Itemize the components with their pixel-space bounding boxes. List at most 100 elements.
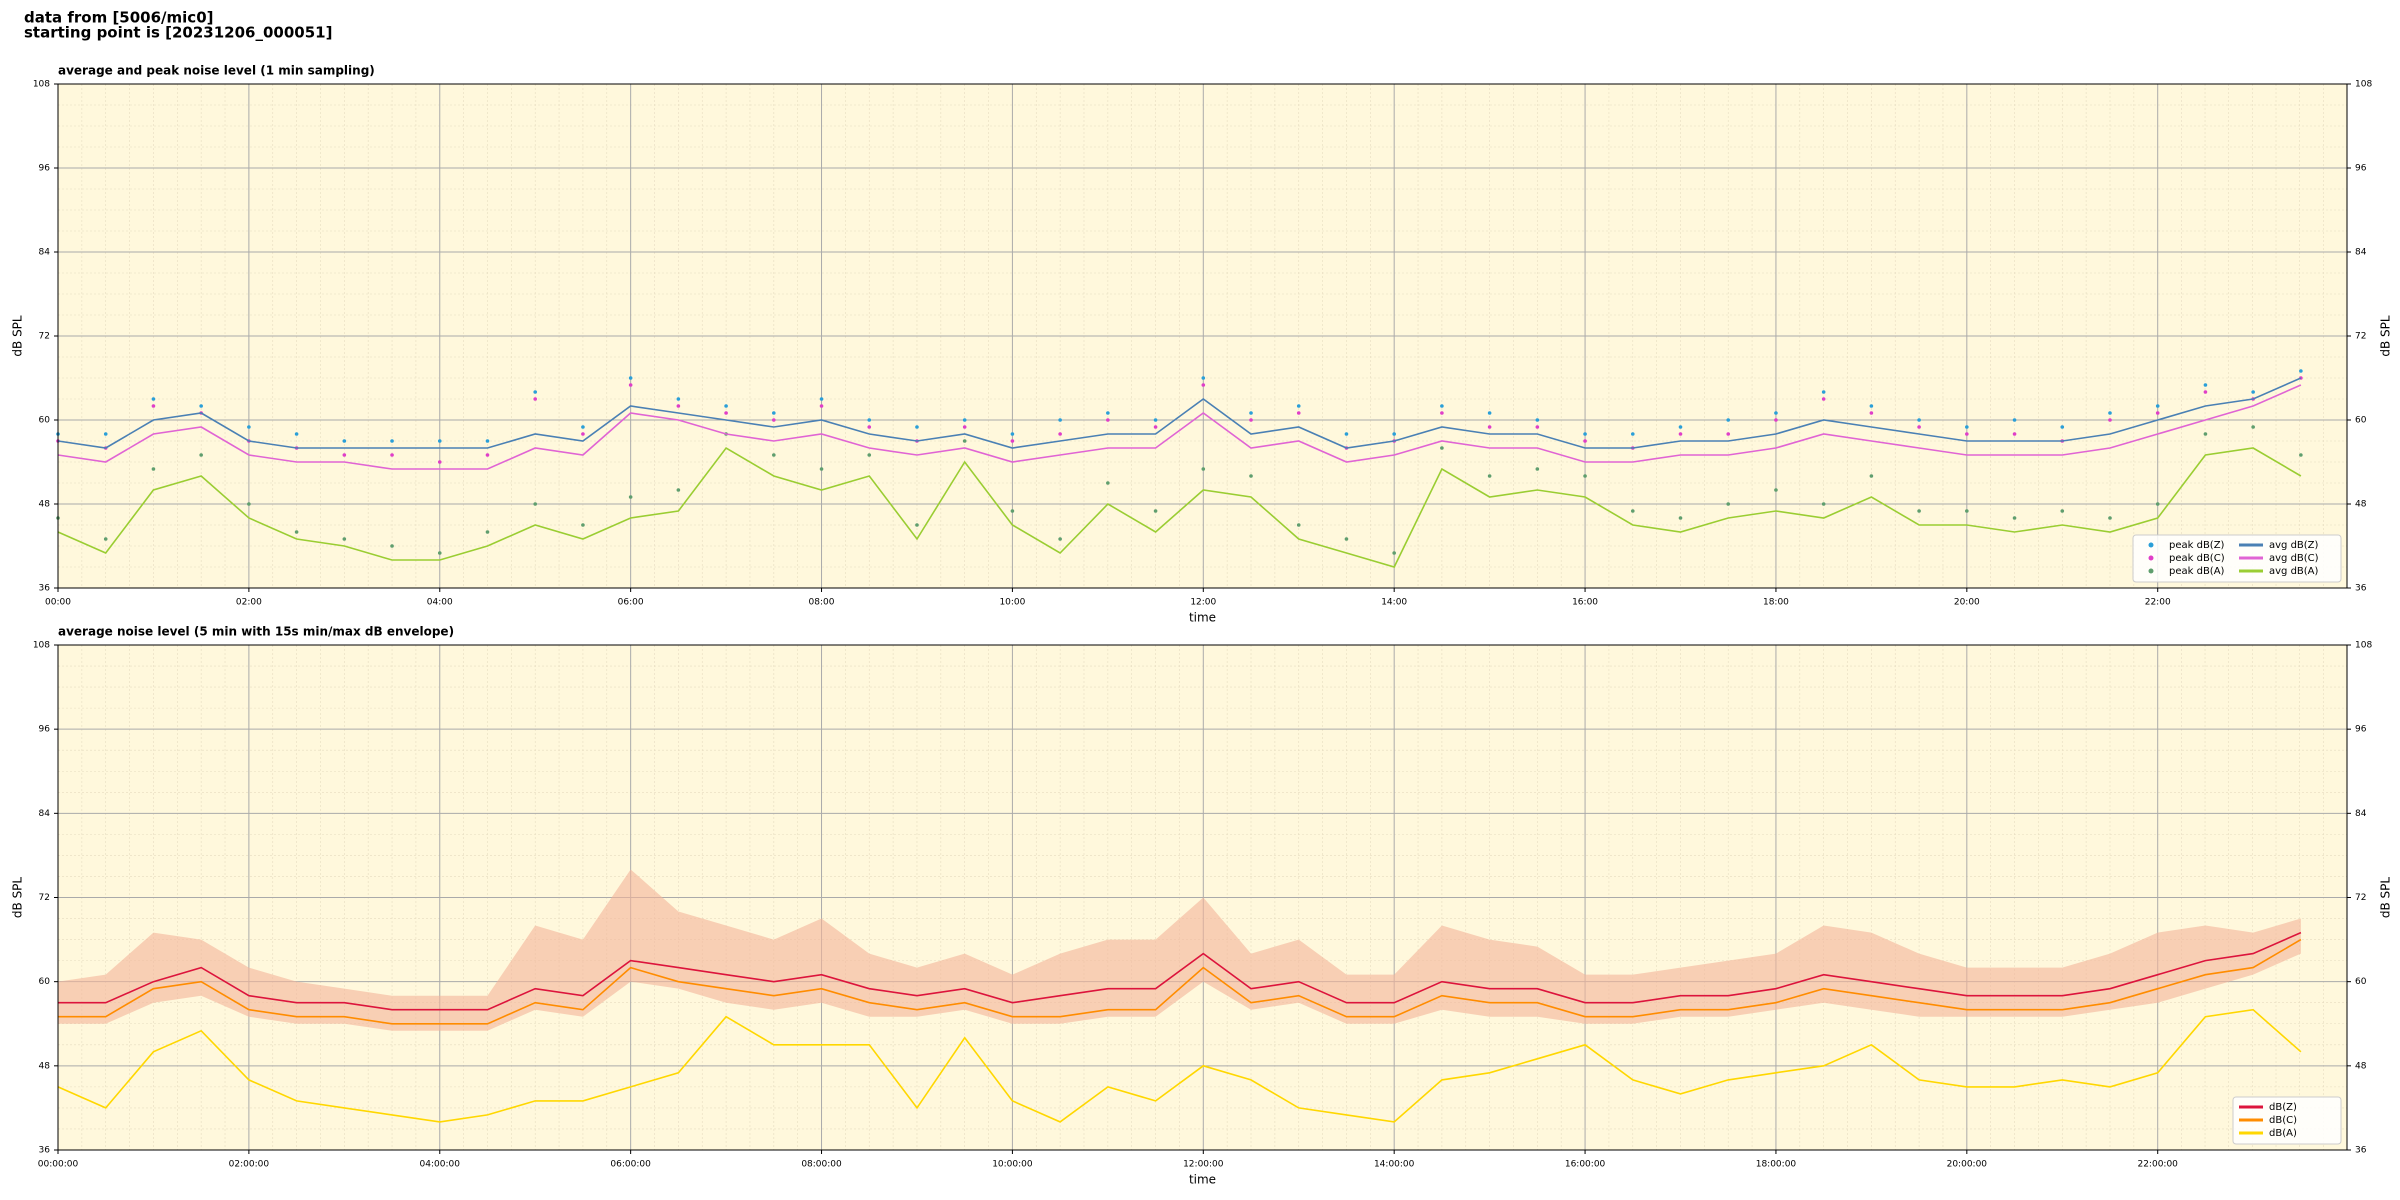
x-tick-label: 00:00:00 <box>38 1160 79 1170</box>
peak-point <box>1201 376 1206 380</box>
x-tick-label: 14:00:00 <box>1374 1160 1415 1170</box>
peak-point <box>1249 474 1253 478</box>
peak-point <box>2155 502 2160 506</box>
peak-point <box>247 502 251 506</box>
peak-point <box>533 397 538 401</box>
header-line: data from [5006/mic0] <box>24 9 214 27</box>
peak-point <box>437 460 442 464</box>
legend-box <box>2132 534 2342 583</box>
peak-point <box>437 551 442 555</box>
peak-point <box>1153 425 1158 429</box>
peak-point <box>581 432 585 436</box>
peak-point <box>2108 418 2112 422</box>
legend-label: peak dB(Z) <box>2169 540 2225 551</box>
peak-point <box>1153 509 1158 513</box>
y-axis-label: dB SPL <box>2379 315 2393 357</box>
x-tick-label: 14:00 <box>1381 598 1407 608</box>
series-line <box>57 446 2302 568</box>
y-tick-label: 84 <box>39 809 51 819</box>
peak-point <box>1869 404 1874 408</box>
peak-point <box>1296 404 1301 408</box>
y-tick-label: 36 <box>39 584 51 594</box>
peak-point <box>962 425 967 429</box>
series-line <box>57 377 2302 449</box>
peak-point <box>1630 509 1635 513</box>
peak-point <box>1535 425 1540 429</box>
peak-point <box>390 544 394 548</box>
peak-point <box>533 502 538 506</box>
peak-point <box>342 439 347 443</box>
peak-point <box>2012 432 2017 436</box>
peak-point <box>1153 418 1158 422</box>
peak-point <box>1058 432 1062 436</box>
legend-label: peak dB(C) <box>2169 553 2225 564</box>
peak-point <box>199 453 203 457</box>
peak-point <box>1774 411 1778 415</box>
x-tick-label: 06:00:00 <box>610 1160 651 1170</box>
y-axis-label: dB SPL <box>11 877 25 919</box>
y-tick-label: 48 <box>2355 1061 2367 1071</box>
peak-point <box>2012 516 2017 520</box>
x-tick-label: 16:00 <box>1572 598 1598 608</box>
peak-point <box>1058 418 1062 422</box>
x-tick-label: 12:00:00 <box>1183 1160 1224 1170</box>
peak-point <box>1821 397 1826 401</box>
peak-point <box>1583 474 1587 478</box>
peak-point <box>1869 411 1874 415</box>
peak-point <box>2108 411 2112 415</box>
peak-point <box>724 411 728 415</box>
y-tick-label: 60 <box>39 416 51 426</box>
y-tick-label: 84 <box>2355 809 2367 819</box>
peak-point <box>1917 418 1921 422</box>
peak-point <box>1296 523 1301 527</box>
x-axis-label: time <box>1189 611 1216 625</box>
peak-point <box>1821 502 1826 506</box>
legend-label: dB(C) <box>2269 1115 2297 1126</box>
envelope-area <box>58 869 2301 1031</box>
peak-point <box>2012 418 2017 422</box>
peak-point <box>103 432 108 436</box>
legend-label: dB(A) <box>2269 1128 2297 1139</box>
x-tick-label: 04:00:00 <box>420 1160 461 1170</box>
y-tick-label: 108 <box>33 80 50 90</box>
y-tick-label: 108 <box>33 641 50 651</box>
x-tick-label: 20:00 <box>1954 598 1980 608</box>
peak-point <box>1678 425 1683 429</box>
peak-point <box>962 418 967 422</box>
peak-point <box>1010 432 1015 436</box>
peak-point <box>676 404 681 408</box>
peak-point <box>915 425 919 429</box>
peak-point <box>1440 404 1444 408</box>
x-tick-label: 10:00:00 <box>992 1160 1033 1170</box>
peak-point <box>628 383 633 387</box>
x-tick-label: 18:00 <box>1763 598 1789 608</box>
y-tick-label: 72 <box>39 332 50 342</box>
peak-point <box>581 425 585 429</box>
peak-point <box>294 432 299 436</box>
peak-point <box>1583 439 1587 443</box>
y-tick-label: 72 <box>2355 332 2366 342</box>
peak-point <box>1392 432 1396 436</box>
peak-point <box>1201 467 1206 471</box>
x-tick-label: 08:00 <box>809 598 835 608</box>
peak-point <box>1869 474 1874 478</box>
x-tick-label: 02:00 <box>236 598 262 608</box>
plot-frame <box>57 83 2348 589</box>
series-line <box>58 938 2302 1025</box>
peak-point <box>1583 432 1587 436</box>
peak-point <box>199 404 203 408</box>
peak-point <box>772 453 776 457</box>
peak-point <box>2203 390 2208 394</box>
chart-title: average and peak noise level (1 min samp… <box>58 64 375 78</box>
peak-point <box>1487 474 1492 478</box>
peak-point <box>628 495 633 499</box>
y-tick-label: 96 <box>2355 164 2367 174</box>
header-line: starting point is [20231206_000051] <box>24 24 332 42</box>
x-tick-label: 16:00:00 <box>1565 1160 1606 1170</box>
peak-point <box>1726 502 1731 506</box>
x-tick-label: 06:00 <box>618 598 644 608</box>
peak-point <box>819 467 824 471</box>
x-tick-label: 10:00 <box>999 598 1025 608</box>
y-tick-label: 108 <box>2355 80 2372 90</box>
y-tick-label: 48 <box>39 500 51 510</box>
